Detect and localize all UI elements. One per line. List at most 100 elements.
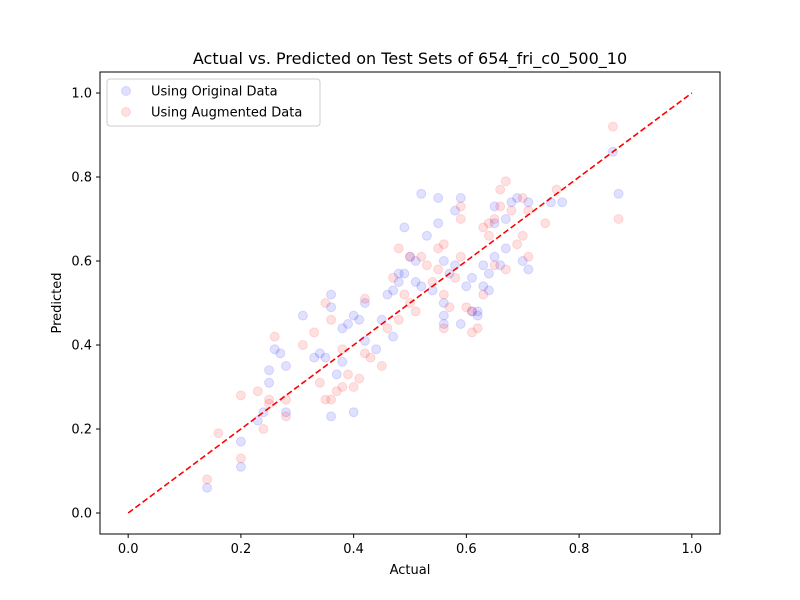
data-point xyxy=(264,377,275,388)
data-point xyxy=(540,218,551,229)
data-point xyxy=(337,323,348,334)
data-point xyxy=(269,344,280,355)
data-point xyxy=(495,260,506,271)
data-point xyxy=(500,243,511,254)
data-point xyxy=(309,327,320,338)
data-point xyxy=(281,411,291,422)
data-point xyxy=(483,218,494,229)
data-point xyxy=(365,352,376,363)
data-point xyxy=(382,323,393,334)
data-point xyxy=(382,289,393,300)
chart-title: Actual vs. Predicted on Test Sets of 654… xyxy=(193,49,627,69)
data-point xyxy=(613,188,624,199)
legend-label: Using Augmented Data xyxy=(151,106,302,121)
data-point xyxy=(393,243,404,254)
data-point xyxy=(483,268,494,279)
data-point xyxy=(388,331,399,342)
legend: Using Original Data Using Augmented Data xyxy=(106,78,321,127)
data-point xyxy=(438,256,449,266)
y-tick-label: 1.0 xyxy=(71,87,92,102)
data-point xyxy=(512,239,523,250)
data-point xyxy=(405,251,415,262)
data-point xyxy=(478,260,489,271)
data-point xyxy=(393,268,404,279)
data-point xyxy=(202,482,213,493)
data-point xyxy=(320,298,331,308)
data-point xyxy=(326,411,337,422)
data-point xyxy=(337,344,348,355)
data-point xyxy=(359,348,370,359)
data-point xyxy=(343,319,353,329)
data-point xyxy=(314,348,325,359)
data-point xyxy=(489,201,500,212)
data-point xyxy=(438,319,449,329)
data-point xyxy=(450,205,461,216)
data-point xyxy=(410,277,421,287)
data-point xyxy=(551,184,562,195)
data-point xyxy=(337,382,348,392)
data-point xyxy=(399,222,410,233)
data-point xyxy=(337,356,348,367)
data-point xyxy=(433,218,444,229)
data-point xyxy=(433,264,444,275)
plot-area: 0.0 0.2 0.4 0.6 0.8 1.0 0.0 0.2 0.4 0.6 0.8 1.0 Usin… xyxy=(71,71,721,557)
data-point xyxy=(455,319,466,329)
series-original xyxy=(202,146,624,493)
data-point xyxy=(478,281,489,292)
data-point xyxy=(376,361,387,371)
data-point xyxy=(523,264,534,275)
y-axis-title: Predicted xyxy=(50,272,65,333)
legend-box xyxy=(106,78,321,127)
data-point xyxy=(495,201,506,212)
data-point xyxy=(472,323,483,334)
reference-line xyxy=(127,92,693,514)
data-point xyxy=(354,314,365,325)
data-point xyxy=(506,205,517,216)
data-point xyxy=(388,272,399,283)
data-point xyxy=(359,298,370,308)
data-point xyxy=(438,310,449,321)
x-tick-label: 0.6 xyxy=(456,542,477,557)
data-point xyxy=(309,352,320,363)
data-point xyxy=(297,310,308,321)
data-point xyxy=(264,398,275,409)
data-point xyxy=(506,197,517,208)
data-point xyxy=(393,314,404,325)
data-point xyxy=(410,306,421,317)
data-point xyxy=(517,256,528,266)
y-tick-label: 0.2 xyxy=(71,423,92,438)
data-point xyxy=(523,197,534,208)
data-point xyxy=(472,310,483,321)
data-point xyxy=(613,214,624,224)
data-point xyxy=(275,348,286,359)
data-point xyxy=(399,289,410,300)
data-point xyxy=(461,302,472,313)
data-point xyxy=(517,193,528,203)
data-point xyxy=(326,314,337,325)
data-point xyxy=(450,272,461,283)
data-point xyxy=(523,251,534,262)
data-point xyxy=(281,407,291,418)
data-point xyxy=(489,260,500,271)
data-point xyxy=(297,340,308,350)
data-point xyxy=(483,285,494,296)
data-point xyxy=(354,373,365,384)
data-point xyxy=(427,277,438,287)
y-tick-label: 0.4 xyxy=(71,339,92,354)
data-point xyxy=(438,298,449,308)
data-point xyxy=(478,222,489,233)
data-point xyxy=(326,302,337,313)
data-point xyxy=(467,306,477,317)
data-point xyxy=(557,197,568,208)
data-point xyxy=(264,365,275,376)
x-tick-label: 0.2 xyxy=(231,542,252,557)
data-point xyxy=(281,361,291,371)
x-tick-label: 0.0 xyxy=(118,542,139,557)
data-point xyxy=(235,390,246,401)
data-point xyxy=(235,436,246,447)
data-point xyxy=(376,314,387,325)
data-point xyxy=(495,184,506,195)
data-point xyxy=(607,121,618,132)
data-point xyxy=(252,415,263,426)
